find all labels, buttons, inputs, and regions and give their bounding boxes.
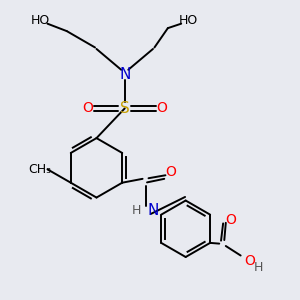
Text: O: O — [225, 213, 236, 227]
Text: O: O — [165, 165, 176, 179]
Text: HO: HO — [30, 14, 50, 27]
Text: O: O — [82, 101, 93, 116]
Text: N: N — [147, 203, 158, 218]
Text: O: O — [244, 254, 255, 268]
Text: H: H — [254, 261, 263, 274]
Text: H: H — [132, 204, 141, 218]
Text: HO: HO — [179, 14, 198, 27]
Text: CH₃: CH₃ — [28, 163, 52, 176]
Text: S: S — [120, 101, 130, 116]
Text: N: N — [119, 67, 130, 82]
Text: O: O — [157, 101, 167, 116]
